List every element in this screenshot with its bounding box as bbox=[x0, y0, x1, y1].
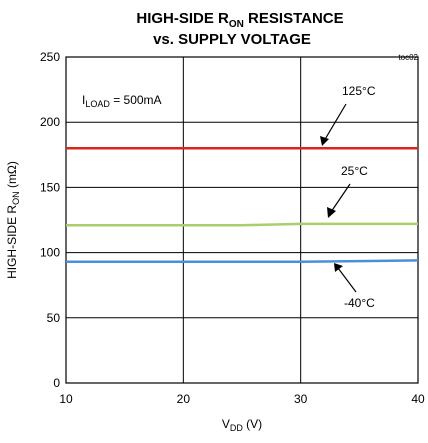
x-tick-label: 10 bbox=[59, 392, 73, 406]
arrow-minus40c bbox=[337, 267, 357, 293]
x-tick-label: 30 bbox=[294, 392, 308, 406]
y-axis-label: HIGH-SIDE RON (mΩ) bbox=[5, 161, 21, 279]
arrow-125c bbox=[323, 103, 347, 142]
x-tick-label: 20 bbox=[177, 392, 191, 406]
series-line-1 bbox=[66, 222, 418, 227]
label-minus40c: -40°C bbox=[344, 296, 375, 310]
arrowhead-minus40c bbox=[334, 263, 343, 272]
series-lines bbox=[66, 147, 419, 263]
y-tick-label: 250 bbox=[40, 50, 60, 64]
label-125c: 125°C bbox=[342, 84, 376, 98]
load-condition-note: ILOAD = 500mA bbox=[82, 93, 162, 109]
y-tick-label: 100 bbox=[40, 246, 60, 260]
plot-frame bbox=[65, 56, 419, 384]
y-tick-labels: 0 50 100 150 200 250 bbox=[40, 50, 60, 390]
grid-lines bbox=[66, 57, 418, 383]
chart-title-line1: HIGH-SIDE RON RESISTANCE bbox=[136, 10, 343, 30]
x-axis-label: VDD (V) bbox=[222, 417, 262, 433]
chart-title-line2: vs. SUPPLY VOLTAGE bbox=[153, 31, 311, 48]
arrow-25c bbox=[330, 183, 351, 213]
y-tick-label: 150 bbox=[40, 180, 60, 194]
x-tick-label: 40 bbox=[411, 392, 425, 406]
label-25c: 25°C bbox=[341, 164, 368, 178]
y-tick-label: 50 bbox=[47, 311, 61, 325]
y-tick-label: 0 bbox=[53, 376, 60, 390]
arrowhead-25c bbox=[327, 207, 336, 218]
arrowhead-125c bbox=[320, 136, 329, 146]
y-tick-label: 200 bbox=[40, 115, 60, 129]
x-tick-labels: 10 20 30 40 bbox=[59, 392, 425, 406]
series-line-2 bbox=[66, 259, 419, 263]
